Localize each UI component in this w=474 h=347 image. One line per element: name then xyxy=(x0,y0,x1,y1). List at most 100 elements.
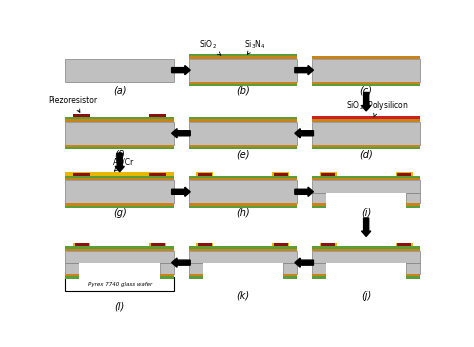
Bar xyxy=(65,172,174,176)
FancyArrow shape xyxy=(295,129,313,138)
Bar xyxy=(65,277,80,279)
Bar xyxy=(406,274,420,277)
Bar xyxy=(312,122,420,145)
Bar xyxy=(73,243,90,246)
Bar xyxy=(189,145,297,147)
Bar xyxy=(65,251,174,263)
Bar xyxy=(160,263,174,274)
FancyArrow shape xyxy=(362,218,371,236)
Bar xyxy=(65,180,174,203)
Text: (b): (b) xyxy=(236,86,250,96)
Text: (j): (j) xyxy=(361,291,371,301)
Text: (c): (c) xyxy=(360,86,373,96)
Text: (i): (i) xyxy=(361,208,371,218)
Bar xyxy=(160,277,174,279)
Bar xyxy=(189,56,297,59)
Bar xyxy=(189,122,297,145)
Bar xyxy=(189,82,297,84)
Bar xyxy=(189,178,297,180)
Bar xyxy=(151,243,164,246)
Bar xyxy=(65,277,174,291)
Bar xyxy=(312,203,326,206)
Text: (d): (d) xyxy=(359,149,373,159)
Bar xyxy=(319,243,337,246)
Bar xyxy=(312,206,326,208)
Bar xyxy=(75,243,89,246)
Bar xyxy=(312,119,420,122)
Bar xyxy=(406,203,420,206)
Bar xyxy=(406,193,420,203)
Bar xyxy=(65,117,174,119)
Text: (f): (f) xyxy=(114,149,125,159)
Bar xyxy=(406,277,420,279)
Bar xyxy=(189,59,297,82)
Bar xyxy=(189,263,202,274)
Bar xyxy=(65,249,174,251)
Bar xyxy=(189,274,202,277)
Bar xyxy=(198,243,212,246)
Bar xyxy=(312,145,420,147)
Bar xyxy=(312,84,420,86)
Bar xyxy=(312,176,420,178)
Bar xyxy=(312,249,420,251)
Text: (k): (k) xyxy=(237,291,249,301)
Bar xyxy=(189,54,297,56)
Bar xyxy=(397,243,411,246)
Bar xyxy=(189,176,297,178)
Bar xyxy=(312,246,420,249)
Bar xyxy=(198,172,212,176)
Bar xyxy=(312,180,420,193)
Bar xyxy=(65,246,174,249)
Bar xyxy=(189,119,297,122)
Bar xyxy=(312,251,420,263)
Bar xyxy=(65,274,80,277)
Bar xyxy=(65,59,174,82)
Bar xyxy=(65,178,174,180)
Bar xyxy=(73,172,90,176)
Bar xyxy=(202,263,283,279)
Text: (e): (e) xyxy=(236,149,250,159)
Bar xyxy=(312,147,420,150)
FancyArrow shape xyxy=(172,187,190,196)
Bar xyxy=(397,172,411,176)
FancyArrow shape xyxy=(295,66,313,75)
Bar xyxy=(65,147,174,150)
FancyArrow shape xyxy=(295,258,313,267)
Bar xyxy=(189,147,297,150)
Text: (l): (l) xyxy=(115,302,125,312)
Bar xyxy=(312,193,326,203)
Text: SiO$_2$  Polysilicon: SiO$_2$ Polysilicon xyxy=(346,99,409,117)
Text: Au/Cr: Au/Cr xyxy=(113,157,134,171)
FancyArrow shape xyxy=(172,66,190,75)
FancyArrow shape xyxy=(172,258,190,267)
Bar xyxy=(73,114,90,117)
Bar xyxy=(312,263,326,274)
Bar xyxy=(65,206,174,208)
Text: SiO$_2$: SiO$_2$ xyxy=(199,38,221,55)
Bar xyxy=(273,243,290,246)
Bar xyxy=(326,193,406,208)
Bar xyxy=(312,56,420,59)
Text: Pyrex 7740 glass wafer: Pyrex 7740 glass wafer xyxy=(88,282,152,287)
Bar xyxy=(189,246,297,249)
Bar xyxy=(65,203,174,206)
Bar xyxy=(283,263,297,274)
Bar xyxy=(149,243,166,246)
Text: (g): (g) xyxy=(113,208,127,218)
FancyArrow shape xyxy=(295,187,313,196)
Bar xyxy=(189,117,297,119)
Bar xyxy=(196,243,213,246)
Bar xyxy=(189,84,297,86)
Bar xyxy=(312,277,326,279)
Bar xyxy=(65,145,174,147)
Bar xyxy=(319,172,337,176)
Bar xyxy=(321,243,335,246)
Bar xyxy=(283,277,297,279)
Bar xyxy=(160,274,174,277)
Bar xyxy=(189,251,297,263)
Bar xyxy=(196,172,213,176)
Bar xyxy=(65,119,174,122)
Bar xyxy=(65,122,174,145)
Bar xyxy=(321,172,335,176)
Bar xyxy=(149,114,166,117)
